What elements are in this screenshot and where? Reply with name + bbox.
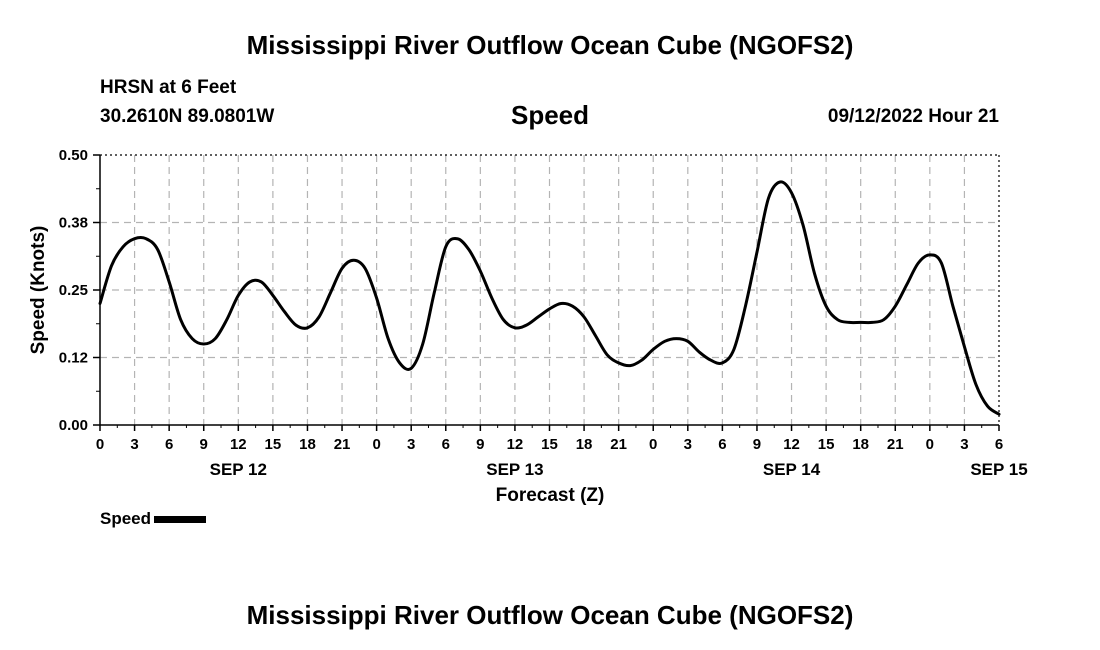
x-tick-label: 18 — [852, 436, 869, 453]
y-tick-label: 0.50 — [59, 147, 88, 164]
x-tick-label: 9 — [200, 436, 208, 453]
x-date-label: SEP 13 — [486, 460, 543, 479]
legend-label: Speed — [100, 509, 152, 528]
x-tick-label: 0 — [926, 436, 934, 453]
x-tick-label: 3 — [684, 436, 692, 453]
coordinates-label: 30.2610N 89.0801W — [100, 106, 275, 127]
x-tick-label: 6 — [995, 436, 1003, 453]
x-tick-label: 6 — [718, 436, 726, 453]
series-line-speed — [98, 180, 1001, 416]
x-tick-label: 18 — [576, 436, 593, 453]
x-tick-label: 21 — [334, 436, 351, 453]
x-tick-label: 0 — [649, 436, 657, 453]
footer-title: Mississippi River Outflow Ocean Cube (NG… — [246, 600, 854, 630]
x-date-label: SEP 14 — [763, 460, 821, 479]
chart-legend: Speed — [100, 509, 207, 529]
y-axis-title: Speed (Knots) — [28, 226, 49, 355]
x-tick-label: 9 — [753, 436, 761, 453]
x-tick-label: 6 — [442, 436, 450, 453]
x-tick-label: 15 — [818, 436, 835, 453]
x-tick-label: 18 — [299, 436, 316, 453]
x-tick-label: 3 — [407, 436, 415, 453]
station-label: HRSN at 6 Feet — [100, 77, 237, 98]
y-tick-label: 0.38 — [59, 215, 88, 232]
x-tick-label: 21 — [887, 436, 904, 453]
x-axis-title: Forecast (Z) — [496, 485, 605, 506]
x-tick-label: 3 — [130, 436, 138, 453]
x-tick-label: 9 — [476, 436, 484, 453]
x-date-label: SEP 15 — [970, 460, 1027, 479]
x-tick-label: 12 — [783, 436, 800, 453]
y-tick-label: 0.25 — [59, 282, 88, 299]
x-tick-label: 12 — [507, 436, 524, 453]
x-tick-label: 12 — [230, 436, 247, 453]
y-tick-label: 0.00 — [59, 417, 88, 434]
y-tick-label: 0.12 — [59, 350, 88, 367]
x-tick-label: 15 — [541, 436, 558, 453]
x-tick-label: 15 — [265, 436, 282, 453]
forecast-datetime: 09/12/2022 Hour 21 — [827, 106, 999, 127]
x-tick-label: 0 — [372, 436, 380, 453]
chart-main-title: Mississippi River Outflow Ocean Cube (NG… — [246, 30, 854, 60]
x-tick-label: 21 — [610, 436, 627, 453]
legend-swatch — [154, 515, 207, 523]
x-tick-label: 0 — [96, 436, 104, 453]
chart-subtitle: Speed — [510, 100, 590, 130]
x-tick-label: 6 — [165, 436, 173, 453]
x-date-label: SEP 12 — [210, 460, 267, 479]
x-tick-label: 3 — [960, 436, 968, 453]
